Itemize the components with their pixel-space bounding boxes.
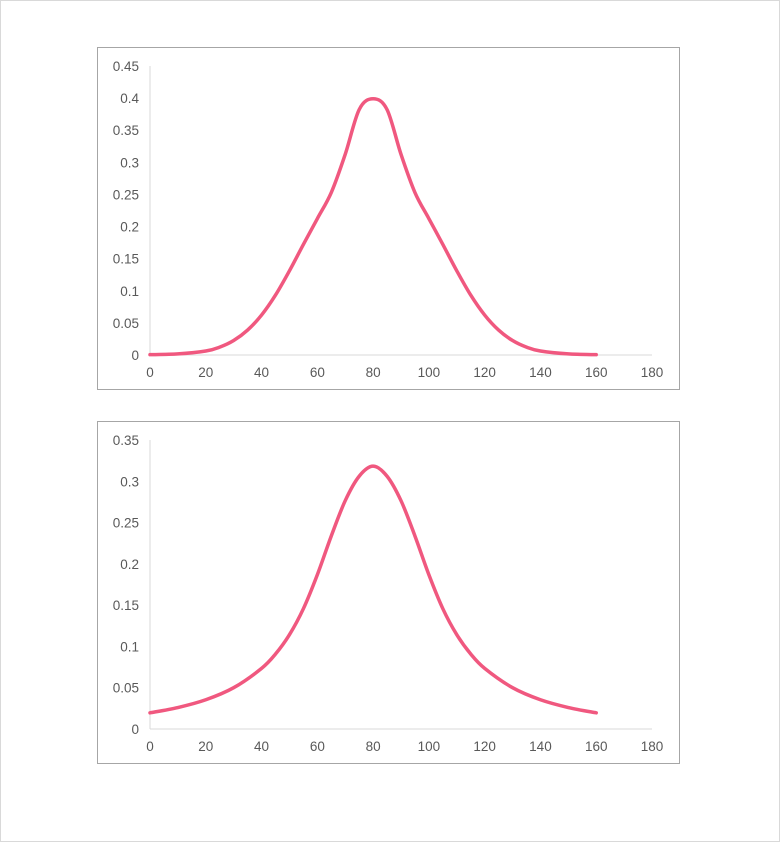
x-tick-label: 100 (418, 739, 441, 754)
y-tick-label: 0.05 (113, 316, 139, 331)
chart-top-frame: 0 0.05 0.1 0.15 0.2 0.25 0.3 0.35 0.4 0.45 0 20 40 60… (97, 47, 680, 390)
y-tick-label: 0.3 (120, 155, 139, 170)
chart-bottom-frame: 0 0.05 0.1 0.15 0.2 0.25 0.3 0.35 0 20 40 60 80 100 12… (97, 421, 680, 764)
x-tick-label: 20 (198, 365, 213, 380)
x-tick-label: 80 (366, 739, 381, 754)
y-tick-label: 0.2 (120, 557, 139, 572)
y-tick-label: 0.15 (113, 598, 139, 613)
y-tick-label: 0.35 (113, 433, 139, 448)
y-tick-label: 0.25 (113, 187, 139, 202)
x-tick-label: 140 (529, 365, 552, 380)
y-tick-label: 0.35 (113, 123, 139, 138)
x-tick-label: 0 (146, 365, 154, 380)
x-tick-label: 180 (641, 739, 664, 754)
y-tick-label: 0 (131, 722, 139, 737)
y-tick-label: 0.2 (120, 220, 139, 235)
cauchy-distribution-chart: 0 0.05 0.1 0.15 0.2 0.25 0.3 0.35 0 20 40 60 80 100 12… (113, 433, 664, 754)
x-tick-label: 80 (366, 365, 381, 380)
x-tick-label: 140 (529, 739, 552, 754)
x-tick-label: 160 (585, 739, 608, 754)
y-tick-label: 0.45 (113, 59, 139, 74)
x-tick-label: 100 (418, 365, 441, 380)
x-tick-label: 40 (254, 739, 269, 754)
x-tick-label: 60 (310, 739, 325, 754)
x-tick-label: 60 (310, 365, 325, 380)
x-tick-label: 120 (473, 739, 496, 754)
y-tick-label: 0.1 (120, 639, 139, 654)
y-tick-label: 0.1 (120, 284, 139, 299)
y-tick-label: 0.25 (113, 516, 139, 531)
y-tick-label: 0.15 (113, 252, 139, 267)
y-tick-label: 0.05 (113, 681, 139, 696)
x-tick-label: 180 (641, 365, 664, 380)
x-tick-label: 160 (585, 365, 608, 380)
x-tick-label: 0 (146, 739, 154, 754)
y-tick-label: 0.4 (120, 91, 139, 106)
normal-distribution-chart: 0 0.05 0.1 0.15 0.2 0.25 0.3 0.35 0.4 0.45 0 20 40 60… (113, 59, 664, 380)
series-line (148, 97, 598, 357)
y-tick-label: 0.3 (120, 474, 139, 489)
x-tick-label: 20 (198, 739, 213, 754)
series-line (148, 464, 598, 715)
y-tick-label: 0 (131, 348, 139, 363)
x-tick-label: 40 (254, 365, 269, 380)
x-tick-label: 120 (473, 365, 496, 380)
